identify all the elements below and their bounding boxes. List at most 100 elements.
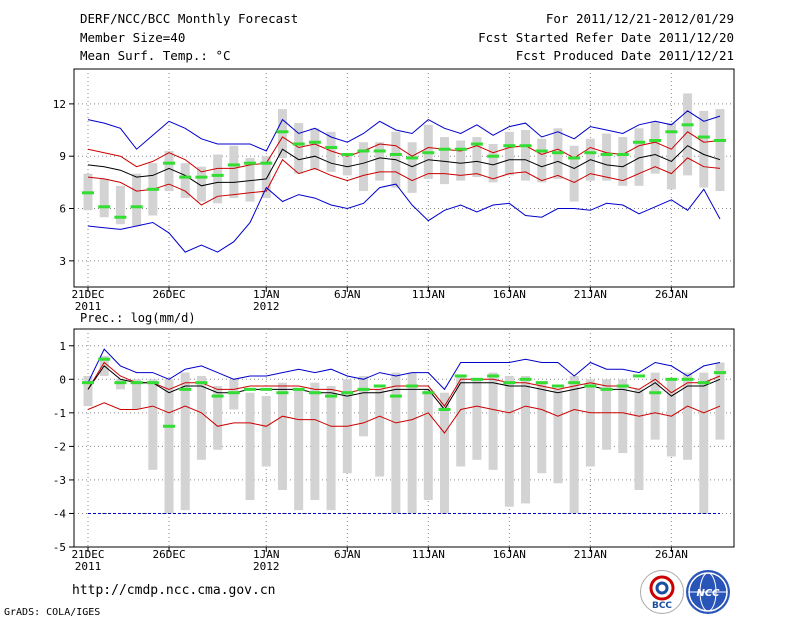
temp-observed-marker [519,144,532,148]
prec-observed-marker [681,377,694,381]
temp-spread-box [537,138,547,183]
temp-xtick-label: 21DEC [71,288,104,301]
temp-spread-box [488,143,498,183]
temp-observed-marker [146,187,159,191]
temp-observed-marker [325,145,338,149]
prec-observed-marker [276,391,289,395]
prec-observed-marker [341,391,354,395]
temp-observed-marker [454,147,467,151]
temp-observed-marker [568,156,581,160]
temp-spread-box [504,131,514,176]
prec-observed-marker [665,377,678,381]
prec-observed-marker [551,384,564,388]
temp-spread-box [229,145,239,199]
prec-observed-marker [357,387,370,391]
temp-xtick-year: 2011 [75,300,102,313]
forecast-period: For 2011/12/21-2012/01/29 [545,11,734,26]
ncc-logo-text: NCC [696,588,720,599]
temp-series-max [87,110,721,152]
prec-spread-box [683,372,693,460]
grads-credit: GrADS: COLA/IGES [4,607,101,618]
prec-xtick-year: 2012 [253,560,280,573]
prec-spread-box [423,389,433,501]
member-size: Member Size=40 [80,30,186,45]
temp-xtick-label: 11JAN [412,288,445,301]
temp-observed-marker [584,151,597,155]
prec-observed-marker [697,381,710,385]
temp-observed-marker [665,130,678,134]
temp-observed-marker [600,152,613,156]
prec-xtick-year: 2011 [75,560,102,573]
prec-spread-box [585,379,595,467]
prec-spread-box [521,375,531,504]
temp-observed-marker [503,144,516,148]
temp-observed-marker [276,130,289,134]
prec-observed-marker [211,394,224,398]
prec-observed-marker [163,424,176,428]
prec-spread-box [180,372,190,511]
temp-observed-marker [163,161,176,165]
temp-observed-marker [292,142,305,146]
prec-series-lower [87,402,721,434]
prec-observed-marker [616,384,629,388]
prec-spread-box [488,372,498,470]
prec-spread-box [196,375,206,460]
prec-spread-box [407,372,417,514]
prec-observed-marker [179,387,192,391]
temp-spread-box [618,137,628,186]
prec-series-upper [87,361,721,407]
prec-spread-box [650,372,660,440]
prec-spread-box [456,375,466,467]
temp-observed-marker [406,156,419,160]
temp-xtick-label: 26JAN [655,288,688,301]
temp-series-min [87,183,721,253]
temp-spread-box [699,110,709,188]
temp-observed-marker [697,135,710,139]
temp-observed-marker [551,151,564,155]
prec-spread-box [213,386,223,450]
prec-observed-marker [649,391,662,395]
source-url[interactable]: http://cmdp.ncc.cma.gov.cn [72,583,276,598]
temp-xtick-label: 1JAN [253,288,280,301]
prec-observed-marker [292,387,305,391]
temp-variable-label: Mean Surf. Temp.: °C [80,48,231,63]
chart-title: DERF/NCC/BCC Monthly Forecast [80,11,299,26]
temp-observed-marker [470,142,483,146]
temp-series-upper [87,131,721,173]
prec-observed-marker [438,407,451,411]
prec-spread-box [634,389,644,490]
temp-spread-box [132,173,142,226]
prec-ytick-label: -5 [53,541,66,554]
prec-spread-box [164,379,174,514]
temp-observed-marker [260,161,273,165]
temp-ytick-label: 12 [53,98,66,111]
temp-spread-box [326,131,336,172]
prec-observed-marker [632,374,645,378]
prec-observed-marker [389,394,402,398]
temp-spread-box [180,163,190,199]
temp-observed-marker [487,154,500,158]
prec-observed-marker [146,381,159,385]
prec-spread-box [391,372,401,514]
prec-xtick-label: 21DEC [71,548,104,561]
prec-spread-box [261,396,271,467]
temp-spread-box [358,142,368,192]
prec-series-median [87,365,721,411]
prec-observed-marker [227,391,240,395]
temp-observed-marker [244,161,257,165]
prec-observed-marker [487,374,500,378]
temp-spread-box [164,150,174,192]
temp-spread-box [666,123,676,190]
temp-observed-marker [632,140,645,144]
prec-ytick-label: -4 [53,507,67,520]
temp-spread-box [456,140,466,181]
prec-observed-marker [195,381,208,385]
temp-spread-box [213,154,223,204]
fcst-produced-date: Fcst Produced Date 2011/12/21 [515,48,734,63]
prec-observed-marker [244,387,257,391]
prec-spread-box [310,382,320,501]
temp-observed-marker [422,151,435,155]
precip-variable-label: Prec.: log(mm/d) [80,311,196,325]
ncc-logo: NCC [686,570,730,614]
prec-observed-marker [422,391,435,395]
